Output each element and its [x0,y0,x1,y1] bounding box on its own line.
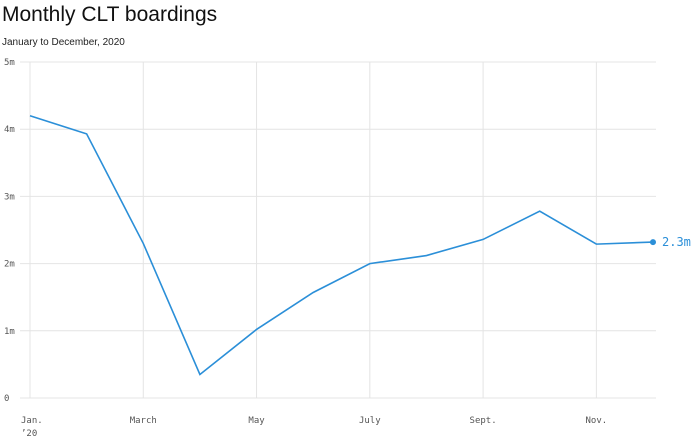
x-year-label: ’20 [21,429,37,439]
y-tick-label: 2m [4,260,15,270]
x-tick-label: July [359,416,381,426]
x-tick-label: Jan. [21,416,43,426]
x-tick-label: Nov. [586,416,608,426]
y-tick-label: 0 [4,394,9,404]
line [29,114,654,376]
x-tick-label: March [130,416,157,426]
x-tick-label: May [248,416,265,426]
y-tick-label: 3m [4,192,15,202]
y-tick-label: 1m [4,327,15,337]
value-label: 2.3m [662,235,691,249]
end-point [650,239,656,246]
x-tick-label: Sept. [470,416,497,426]
y-tick-label: 5m [4,58,15,68]
y-tick-label: 4m [4,125,15,135]
chart-subtitle: January to December, 2020 [2,37,125,48]
chart-title: Monthly CLT boardings [2,3,217,26]
